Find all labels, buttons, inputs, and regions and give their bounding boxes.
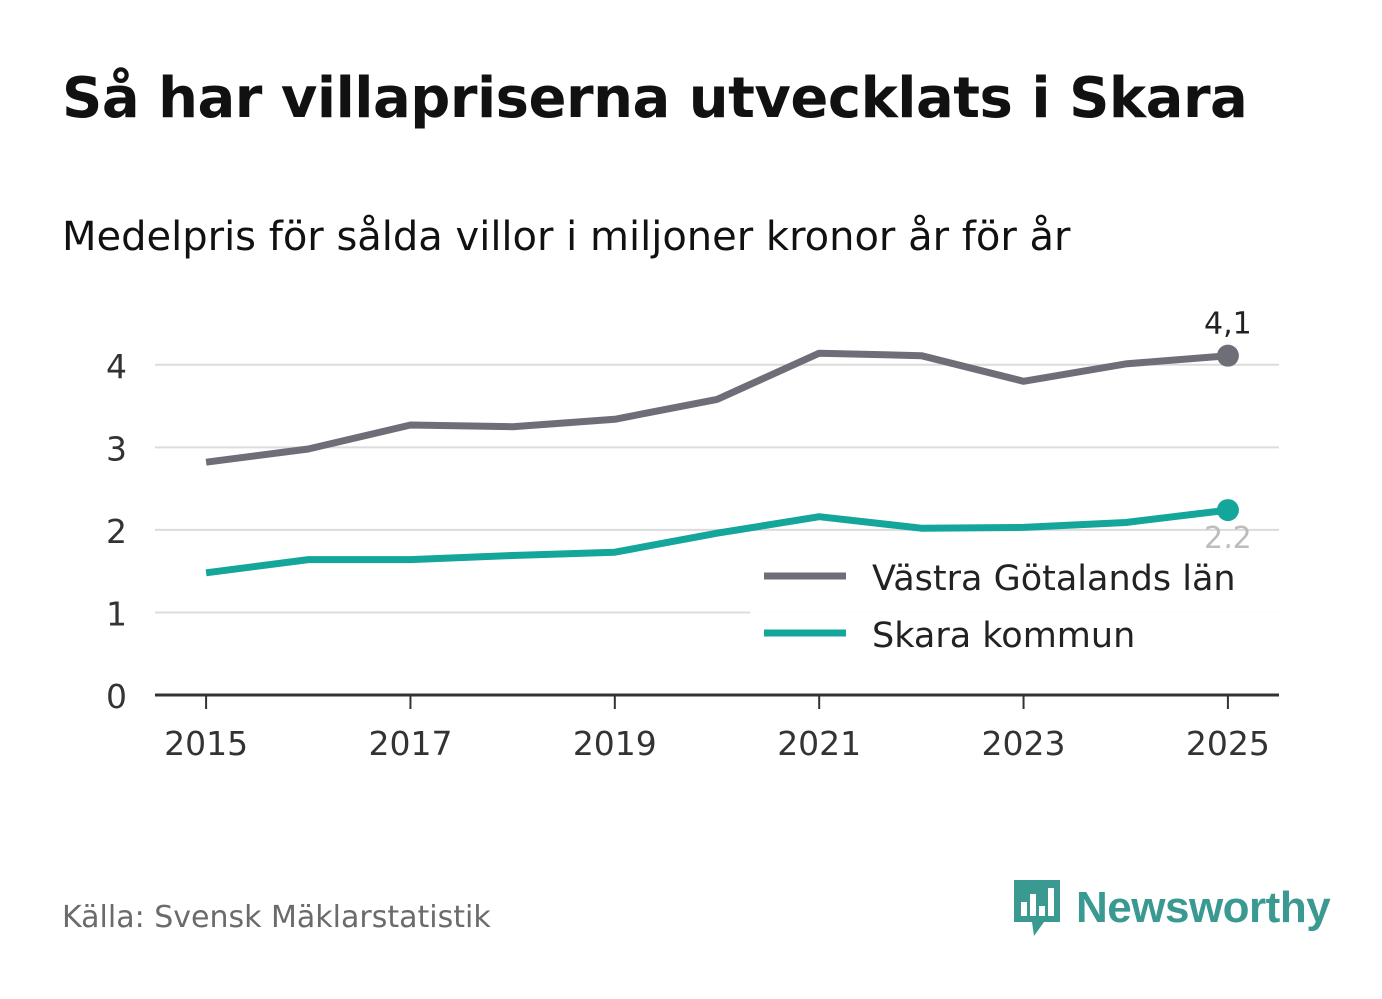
y-tick-label: 3	[106, 429, 127, 468]
chart-title: Så har villapriserna utvecklats i Skara	[62, 66, 1248, 131]
series-line-region	[205, 349, 1229, 466]
legend-background	[750, 548, 1280, 663]
series-lines: 4,12,2	[205, 307, 1252, 577]
series-end-label: 4,1	[1204, 307, 1252, 342]
y-axis-ticks: 0 1 2 3 4	[106, 347, 127, 716]
series-end-point	[1216, 344, 1239, 367]
y-tick-label: 2	[106, 512, 127, 551]
x-tick-label: 2019	[573, 724, 657, 763]
legend-label-municipality: Skara kommun	[872, 616, 1135, 656]
y-tick-label: 4	[106, 347, 127, 386]
x-tick-label: 2025	[1186, 724, 1270, 763]
legend-label-region: Västra Götalands län	[872, 559, 1236, 599]
chart-subtitle: Medelpris för sålda villor i miljoner kr…	[62, 214, 1071, 260]
legend: Västra Götalands län Skara kommun	[750, 548, 1280, 663]
y-tick-label: 1	[106, 594, 127, 633]
x-tick-label: 2023	[982, 724, 1066, 763]
series-end-point	[1216, 499, 1239, 522]
x-axis-ticks: 2015 2017 2019 2021 2023 2025	[164, 695, 1270, 763]
x-tick-label: 2021	[777, 724, 861, 763]
source-note: Källa: Svensk Mäklarstatistik	[62, 900, 491, 935]
newsworthy-logo-icon	[1014, 880, 1060, 936]
y-tick-label: 0	[106, 677, 127, 716]
x-tick-label: 2015	[164, 724, 248, 763]
brand-logo: Newsworthy	[1012, 878, 1331, 938]
brand-name: Newsworthy	[1076, 883, 1331, 932]
series-line-municipality	[205, 506, 1229, 577]
x-tick-label: 2017	[368, 724, 452, 763]
